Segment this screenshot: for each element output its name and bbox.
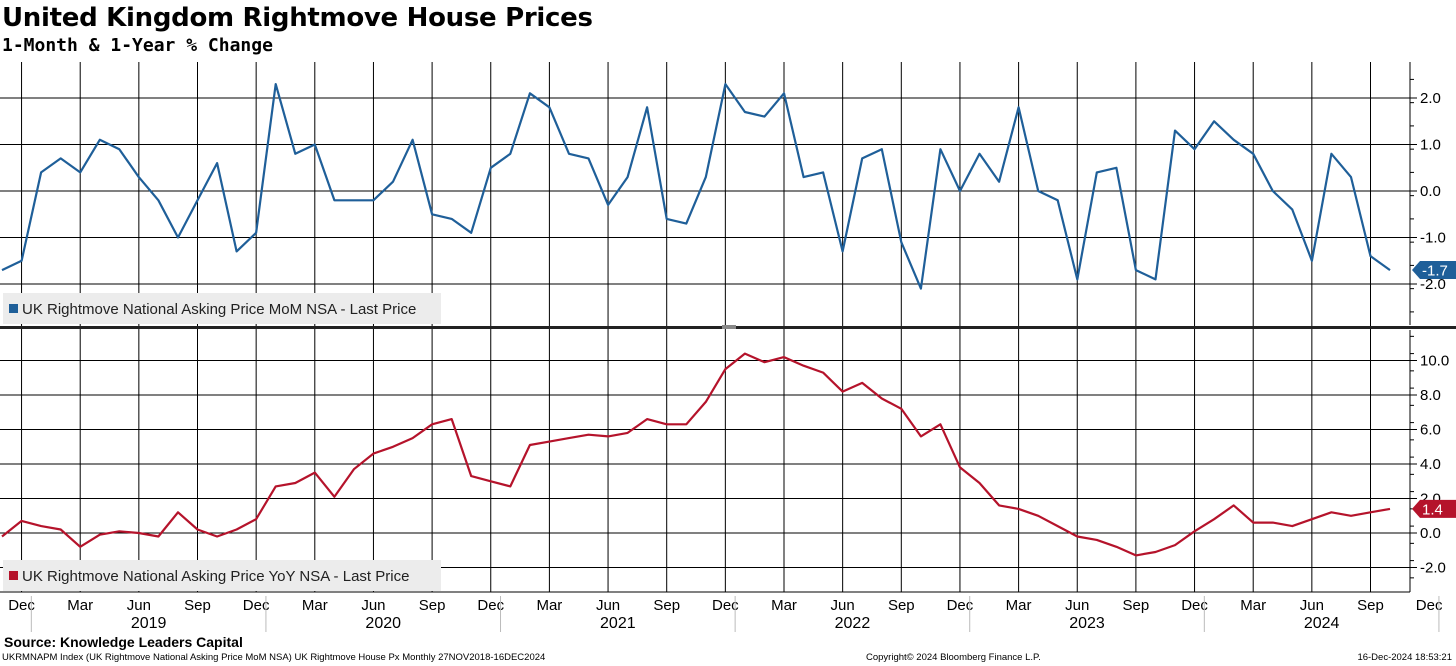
legend-swatch [9,571,18,580]
legend-swatch [9,304,18,313]
x-month-label: Sep [1123,597,1150,614]
y-tick-label: 6.0 [1420,422,1441,439]
y-tick-label: 1.0 [1420,137,1441,154]
x-month-label: Dec [1181,597,1208,614]
x-month-label: Mar [67,597,93,614]
x-month-label: Jun [831,597,855,614]
x-year-label: 2020 [365,615,401,632]
x-month-label: Jun [361,597,385,614]
x-month-label: Dec [947,597,974,614]
y-tick-label: -2.0 [1420,276,1446,293]
x-year-label: 2022 [835,615,871,632]
legend-box [3,293,441,324]
timestamp: 16-Dec-2024 18:53:21 [1357,652,1452,663]
panel-divider-handle [722,325,736,329]
x-month-label: Dec [243,597,270,614]
y-tick-label: 4.0 [1420,456,1441,473]
legend-box [3,560,441,591]
last-value-label: -1.7 [1422,263,1448,280]
copyright-note: Copyright© 2024 Bloomberg Finance L.P. [866,652,1041,663]
last-value-tag [1412,261,1456,280]
x-month-label: Jun [1065,597,1089,614]
y-tick-label: 0.0 [1420,183,1441,200]
index-info: UKRMNAPM Index (UK Rightmove National As… [2,652,546,663]
x-month-label: Mar [771,597,797,614]
y-tick-label: 0.0 [1420,525,1441,542]
chart-canvas: 2.0 1.0 0.0 -1.0 -2.0 UK Rightmove National A… [0,62,1456,632]
x-month-label: Sep [888,597,915,614]
x-year-label: 2021 [600,615,636,632]
source-note: Source: Knowledge Leaders Capital [4,634,243,650]
y-tick-label: -2.0 [1420,560,1446,577]
y-tick-label: 2.0 [1420,90,1441,107]
y-tick-label: 8.0 [1420,387,1441,404]
y-tick-label: -1.0 [1420,230,1446,247]
chart-title: United Kingdom Rightmove House Prices [2,3,593,33]
x-month-label: Jun [596,597,620,614]
x-year-label: 2023 [1069,615,1105,632]
x-month-label: Dec [712,597,739,614]
x-month-label: Mar [1240,597,1266,614]
x-month-label: Mar [536,597,562,614]
yoy-series-line [1,352,1391,557]
x-month-label: Jun [127,597,151,614]
chart-subtitle: 1-Month & 1-Year % Change [2,35,273,56]
x-month-label: Jun [1300,597,1324,614]
last-value-tag [1412,499,1456,518]
last-value-label: 1.4 [1422,501,1443,518]
x-month-label: Sep [1357,597,1384,614]
x-month-label: Sep [653,597,680,614]
x-month-label: Dec [8,597,35,614]
x-month-label: Sep [184,597,211,614]
legend-label: UK Rightmove National Asking Price MoM N… [22,301,416,318]
x-month-label: Mar [1006,597,1032,614]
x-month-label: Dec [1416,597,1443,614]
x-month-label: Dec [477,597,504,614]
x-month-label: Mar [302,597,328,614]
y-tick-label: 10.0 [1420,353,1449,370]
x-month-label: Sep [419,597,446,614]
legend-label: UK Rightmove National Asking Price YoY N… [22,568,409,585]
x-year-label: 2019 [131,615,167,632]
mom-series-line [1,82,1391,290]
x-year-label: 2024 [1304,615,1340,632]
